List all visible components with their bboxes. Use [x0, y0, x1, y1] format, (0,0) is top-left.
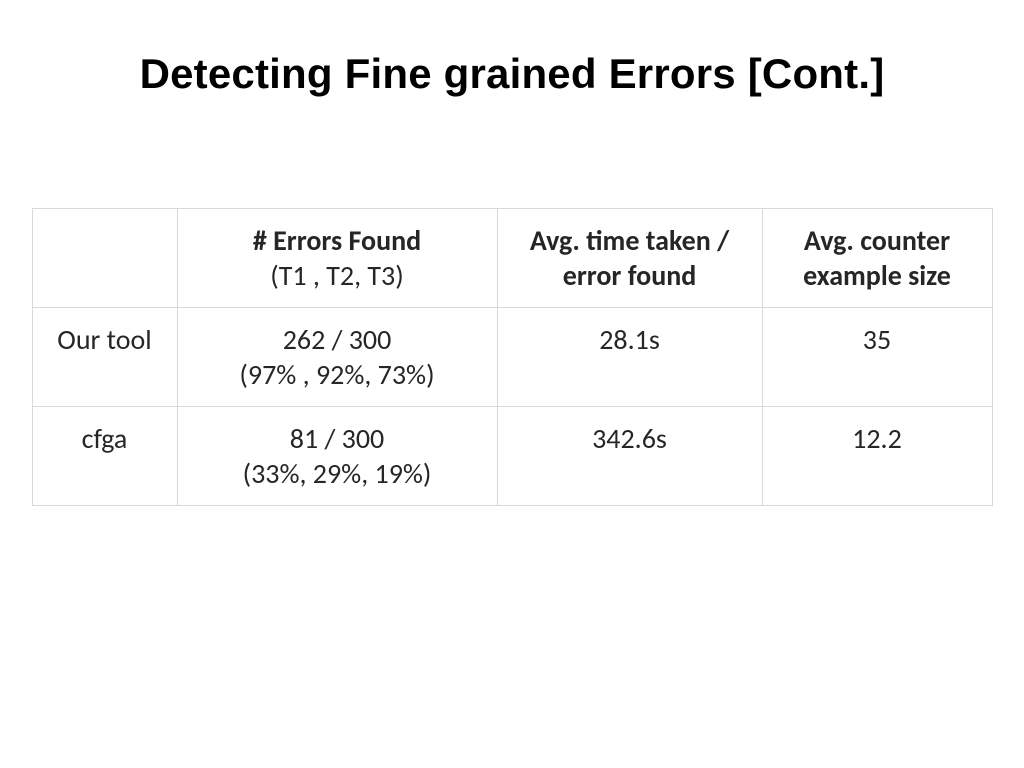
col-header-avg-ce-size: Avg. counter example size: [762, 209, 992, 308]
table-row: cfga 81 / 300 (33%, 29%, 19%) 342.6s 12.…: [32, 407, 992, 506]
col-header-avg-ce-size-main: Avg. counter example size: [781, 223, 974, 293]
page-title: Detecting Fine grained Errors [Cont.]: [30, 50, 994, 98]
cell-avg-ce-size: 12.2: [762, 407, 992, 506]
col-header-blank: [32, 209, 177, 308]
cell-avg-ce-size: 35: [762, 308, 992, 407]
cell-errors-found-main: 81 / 300: [290, 421, 384, 456]
col-header-errors-found: # Errors Found (T1 , T2, T3): [177, 209, 497, 308]
cell-avg-time: 342.6s: [497, 407, 762, 506]
slide: Detecting Fine grained Errors [Cont.] # …: [0, 0, 1024, 768]
cell-errors-found-sub: (33%, 29%, 19%): [196, 456, 479, 491]
col-header-errors-found-sub: (T1 , T2, T3): [196, 258, 479, 293]
col-header-errors-found-main: # Errors Found: [196, 223, 479, 258]
cell-errors-found-main: 262 / 300: [283, 322, 392, 357]
cell-errors-found: 81 / 300 (33%, 29%, 19%): [177, 407, 497, 506]
cell-errors-found: 262 / 300 (97% , 92%, 73%): [177, 308, 497, 407]
table-row: Our tool 262 / 300 (97% , 92%, 73%) 28.1…: [32, 308, 992, 407]
cell-errors-found-sub: (97% , 92%, 73%): [196, 357, 479, 392]
col-header-avg-time-main: Avg. time taken / error found: [516, 223, 744, 293]
row-label: cfga: [32, 407, 177, 506]
cell-avg-time: 28.1s: [497, 308, 762, 407]
results-table: # Errors Found (T1 , T2, T3) Avg. time t…: [32, 208, 993, 506]
row-label: Our tool: [32, 308, 177, 407]
col-header-avg-time: Avg. time taken / error found: [497, 209, 762, 308]
table-header-row: # Errors Found (T1 , T2, T3) Avg. time t…: [32, 209, 992, 308]
